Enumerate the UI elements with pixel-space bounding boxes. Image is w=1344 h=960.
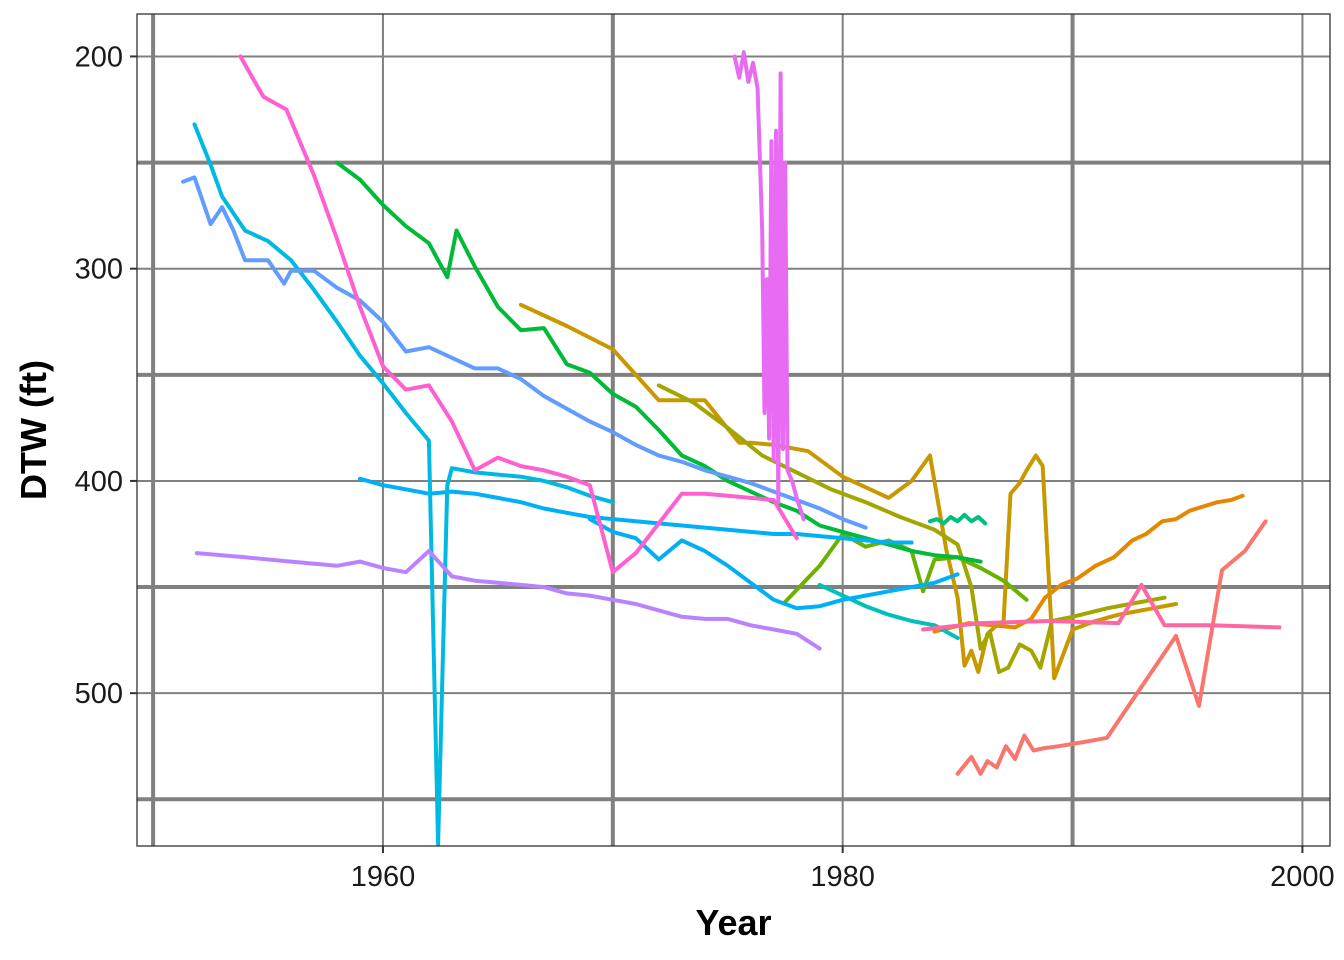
y-tick-label: 200 <box>75 41 123 73</box>
y-tick-label: 300 <box>75 254 123 286</box>
series-line-11 <box>192 122 615 846</box>
x-axis-title: Year <box>695 902 771 943</box>
series-line-10 <box>587 517 960 611</box>
series-line-13 <box>194 549 822 651</box>
series-line-1 <box>955 519 1268 776</box>
series-line-14 <box>732 50 806 522</box>
x-tick-label: 1980 <box>810 861 875 893</box>
series-line-12 <box>181 175 868 530</box>
series-line-7 <box>928 512 988 526</box>
plot-panel-border <box>136 13 1331 847</box>
y-axis-title: DTW (ft) <box>13 360 54 500</box>
series-line-9 <box>358 476 914 545</box>
x-axis: 1960 1980 2000 <box>351 846 1335 893</box>
data-series <box>181 50 1282 846</box>
y-tick-label: 500 <box>75 678 123 710</box>
x-tick-label: 1960 <box>351 861 416 893</box>
series-line-2 <box>932 493 1245 634</box>
series-line-16 <box>921 582 1282 632</box>
y-tick-label: 400 <box>75 466 123 498</box>
x-tick-label: 2000 <box>1270 861 1335 893</box>
series-line-8 <box>817 582 960 640</box>
y-axis: 200 300 400 500 <box>75 41 137 710</box>
series-line-3 <box>518 302 1178 681</box>
series-line-15 <box>238 54 799 575</box>
